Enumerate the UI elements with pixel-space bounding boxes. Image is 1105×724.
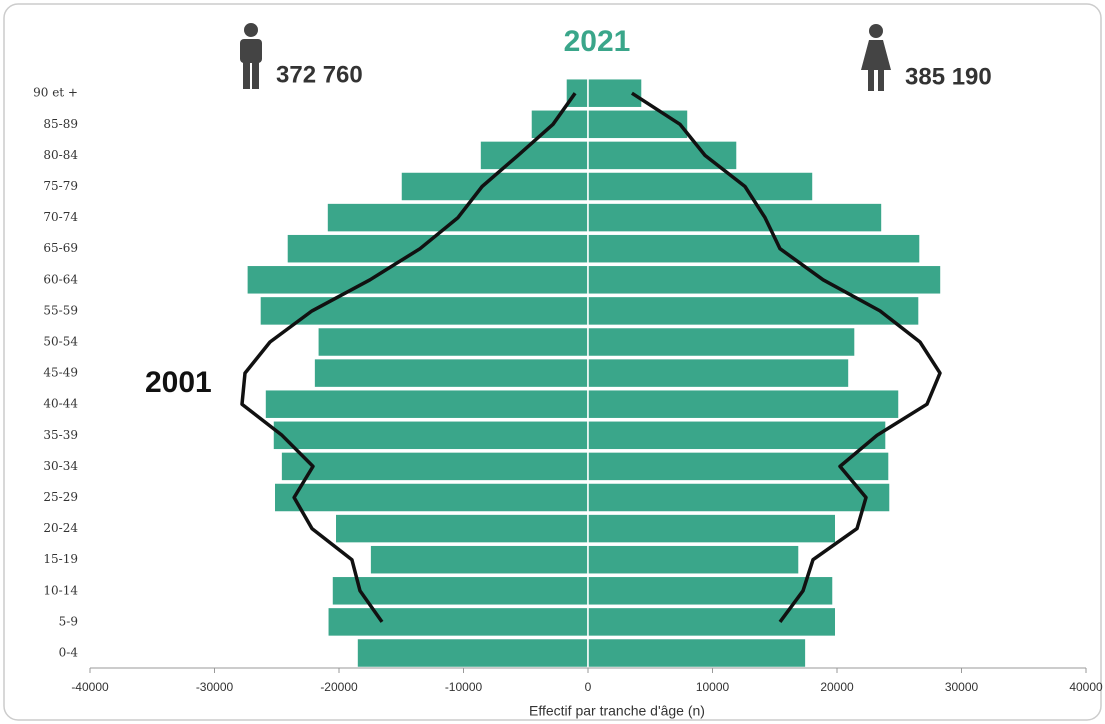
bar xyxy=(587,202,883,233)
bar xyxy=(273,482,589,513)
y-tick-label: 35-39 xyxy=(43,428,78,442)
y-tick-label: 5-9 xyxy=(59,614,78,628)
bar xyxy=(327,606,589,638)
bar xyxy=(264,388,589,420)
bar xyxy=(479,140,589,171)
x-tick-label: -30000 xyxy=(196,680,234,694)
y-tick-label: 25-29 xyxy=(43,490,78,504)
female-total: 385 190 xyxy=(905,63,992,90)
bar xyxy=(587,109,689,140)
bar xyxy=(331,575,589,607)
bar xyxy=(272,420,589,451)
y-tick-label: 65-69 xyxy=(43,241,78,255)
y-tick-label: 15-19 xyxy=(43,552,78,566)
x-tick-label: 30000 xyxy=(945,680,979,694)
x-tick-label: -20000 xyxy=(320,680,358,694)
bar xyxy=(587,420,887,451)
female-icon xyxy=(861,24,891,91)
bar xyxy=(587,544,800,575)
bar xyxy=(587,357,850,389)
bar xyxy=(280,451,589,482)
bar xyxy=(587,451,890,482)
y-tick-label: 85-89 xyxy=(43,117,78,131)
plot: 0-4 5-9 10-14 15-19 20-24 25-29 30-34 35-39 40-4… xyxy=(33,77,1103,694)
bar xyxy=(587,140,738,171)
bar xyxy=(356,637,589,669)
bar xyxy=(313,357,589,389)
line-2001 xyxy=(240,92,577,623)
bar xyxy=(587,264,942,296)
bar xyxy=(286,233,589,264)
y-tick-label: 70-74 xyxy=(43,210,78,224)
male-icon xyxy=(240,23,262,89)
bar xyxy=(334,513,589,544)
y-tick-label: 60-64 xyxy=(43,272,78,286)
bar xyxy=(587,606,837,638)
x-tick-label: 0 xyxy=(585,680,592,694)
x-tick-label: 20000 xyxy=(820,680,854,694)
bar xyxy=(587,233,921,264)
male-total: 372 760 xyxy=(276,61,363,88)
y-tick-label: 45-49 xyxy=(43,366,78,380)
x-tick-label: -40000 xyxy=(71,680,109,694)
y-tick-label: 50-54 xyxy=(43,335,78,349)
line-label: 2001 xyxy=(145,366,212,399)
y-tick-label: 75-79 xyxy=(43,179,78,193)
x-tick-label: 10000 xyxy=(696,680,730,694)
bar xyxy=(587,388,900,420)
bar xyxy=(246,264,589,296)
bar xyxy=(317,326,589,358)
y-tick-label: 40-44 xyxy=(43,397,78,411)
bar xyxy=(587,637,807,669)
y-tick-label: 30-34 xyxy=(43,459,78,473)
x-tick-label: -10000 xyxy=(445,680,483,694)
bar xyxy=(587,482,891,513)
bar xyxy=(587,295,920,327)
bar xyxy=(587,575,834,607)
y-tick-label: 20-24 xyxy=(43,521,78,535)
bar xyxy=(587,326,856,358)
y-tick-label: 90 et + xyxy=(33,86,78,100)
chart-title: 2021 xyxy=(564,25,631,58)
x-tick-label: 40000 xyxy=(1069,680,1103,694)
bar xyxy=(587,171,814,202)
bar xyxy=(587,513,837,544)
bar xyxy=(369,544,589,575)
y-tick-label: 10-14 xyxy=(43,583,78,597)
x-axis-title: Effectif par tranche d'âge (n) xyxy=(529,703,705,719)
y-tick-label: 80-84 xyxy=(43,148,78,162)
y-tick-label: 0-4 xyxy=(59,646,79,660)
line-2001 xyxy=(630,91,942,623)
y-tick-label: 55-59 xyxy=(43,303,78,317)
